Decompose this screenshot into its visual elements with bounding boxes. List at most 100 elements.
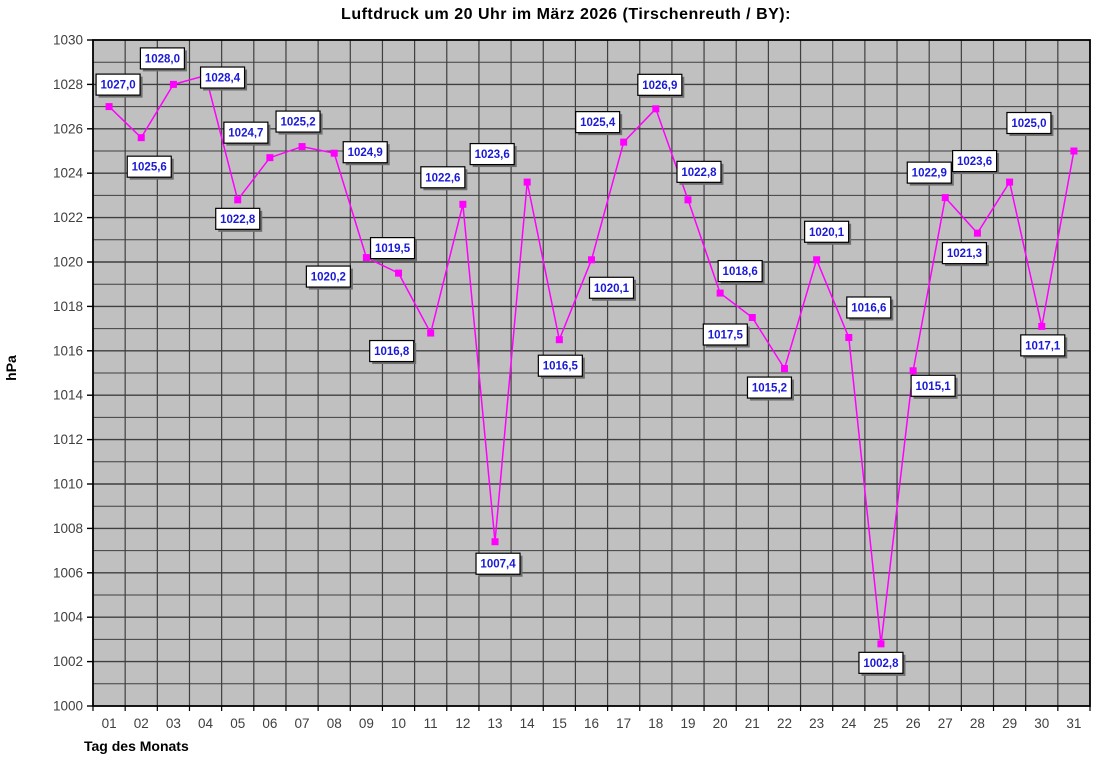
data-point-label: 1015,1 <box>916 381 952 393</box>
y-tick-label: 1012 <box>53 432 83 447</box>
data-point-marker <box>491 538 499 546</box>
x-tick-label: 12 <box>455 716 470 731</box>
y-tick-label: 1000 <box>53 699 83 714</box>
x-tick-label: 15 <box>552 716 567 731</box>
data-point-label: 1020,1 <box>594 283 630 295</box>
x-tick-label: 02 <box>134 716 149 731</box>
data-point-label: 1016,8 <box>374 346 410 358</box>
data-point-label: 1015,2 <box>752 383 787 395</box>
x-tick-label: 16 <box>584 716 599 731</box>
x-tick-label: 27 <box>938 716 953 731</box>
data-point-marker <box>555 336 563 344</box>
x-tick-label: 22 <box>777 716 792 731</box>
x-tick-label: 07 <box>295 716 310 731</box>
y-tick-label: 1004 <box>53 610 84 625</box>
data-point-marker <box>169 80 177 88</box>
x-tick-label: 21 <box>745 716 760 731</box>
x-tick-label: 09 <box>359 716 374 731</box>
data-label-box <box>275 110 321 133</box>
data-point-label: 1020,1 <box>809 227 845 239</box>
data-label-box <box>199 66 246 89</box>
x-tick-label: 11 <box>424 716 438 731</box>
data-point-marker <box>1006 178 1014 186</box>
data-label-box <box>846 296 892 319</box>
data-label-box <box>910 374 956 397</box>
y-tick-label: 1022 <box>53 210 83 225</box>
data-label-box <box>469 142 515 166</box>
data-point-marker <box>234 196 242 204</box>
x-tick-label: 19 <box>680 716 695 731</box>
data-point-marker <box>523 178 531 186</box>
data-point-label: 1025,2 <box>280 117 315 129</box>
data-label-box <box>95 73 141 96</box>
data-point-label: 1021,3 <box>947 248 982 260</box>
data-label-box <box>475 552 521 575</box>
data-point-label: 1018,6 <box>723 266 758 278</box>
x-tick-label: 08 <box>327 716 342 731</box>
data-point-marker <box>941 194 949 202</box>
data-point-marker <box>716 289 724 297</box>
data-point-marker <box>395 269 403 277</box>
x-tick-label: 17 <box>616 716 631 731</box>
data-point-label: 1024,9 <box>348 147 383 159</box>
x-tick-label: 13 <box>488 716 503 731</box>
x-tick-label: 10 <box>391 716 406 731</box>
x-tick-label: 25 <box>873 716 888 731</box>
data-point-marker <box>427 329 435 337</box>
data-label-box <box>717 259 763 283</box>
y-tick-label: 1024 <box>53 166 84 181</box>
x-tick-label: 05 <box>230 716 245 731</box>
x-tick-label: 04 <box>198 716 214 731</box>
data-point-label: 1022,6 <box>425 172 460 184</box>
data-point-label: 1022,8 <box>681 167 717 179</box>
data-point-label: 1023,6 <box>475 149 510 161</box>
x-tick-label: 06 <box>262 716 277 731</box>
x-tick-label: 31 <box>1066 716 1081 731</box>
data-point-marker <box>1070 147 1078 155</box>
y-tick-label: 1028 <box>53 77 83 92</box>
data-label-box <box>126 155 172 178</box>
y-axis-ticks: 1000 1002 1004 1006 1008 1010 1012 1014 1016 1018… <box>53 33 93 714</box>
data-point-marker <box>813 256 821 264</box>
data-point-marker <box>105 103 113 111</box>
data-point-label: 1028,0 <box>145 53 180 65</box>
data-point-marker <box>459 200 467 208</box>
data-point-marker <box>588 256 595 264</box>
y-tick-label: 1010 <box>53 477 83 492</box>
data-point-marker <box>748 314 756 321</box>
data-point-label: 1025,4 <box>580 117 616 129</box>
data-point-marker <box>266 154 274 162</box>
horizontal-gridlines <box>93 61 1090 685</box>
data-label-box <box>223 121 269 144</box>
data-point-marker <box>909 367 917 375</box>
x-axis-ticks: 01 02 03 04 05 06 07 08 09 10 11 12 13 14 15 16 17 18 19 20… <box>92 706 1091 731</box>
x-tick-label: 20 <box>713 716 728 731</box>
data-label-box <box>941 242 988 265</box>
data-point-label: 1026,9 <box>642 80 677 92</box>
data-point-marker <box>877 640 885 648</box>
data-label-box <box>676 160 722 183</box>
y-tick-label: 1016 <box>53 343 83 358</box>
data-label-box <box>305 265 351 288</box>
data-label-box <box>588 276 635 299</box>
data-label-box <box>1006 111 1052 135</box>
x-tick-label: 18 <box>648 716 663 731</box>
y-tick-label: 1008 <box>53 521 83 536</box>
data-point-marker <box>137 134 145 142</box>
data-point-marker <box>620 138 628 146</box>
x-tick-label: 01 <box>102 716 117 731</box>
y-tick-label: 1006 <box>53 565 83 580</box>
data-point-marker <box>1038 322 1046 330</box>
data-label-box <box>804 220 850 243</box>
x-tick-label: 29 <box>1002 716 1017 731</box>
data-point-marker <box>973 229 981 237</box>
data-point-marker <box>845 333 853 341</box>
x-axis-title: Tag des Monats <box>84 738 189 754</box>
data-point-marker <box>684 196 692 204</box>
data-point-marker <box>330 149 338 157</box>
data-point-label: 1017,1 <box>1025 340 1061 352</box>
data-label-box <box>420 166 466 189</box>
data-point-label: 1022,9 <box>912 168 947 180</box>
data-label-box <box>575 111 621 134</box>
